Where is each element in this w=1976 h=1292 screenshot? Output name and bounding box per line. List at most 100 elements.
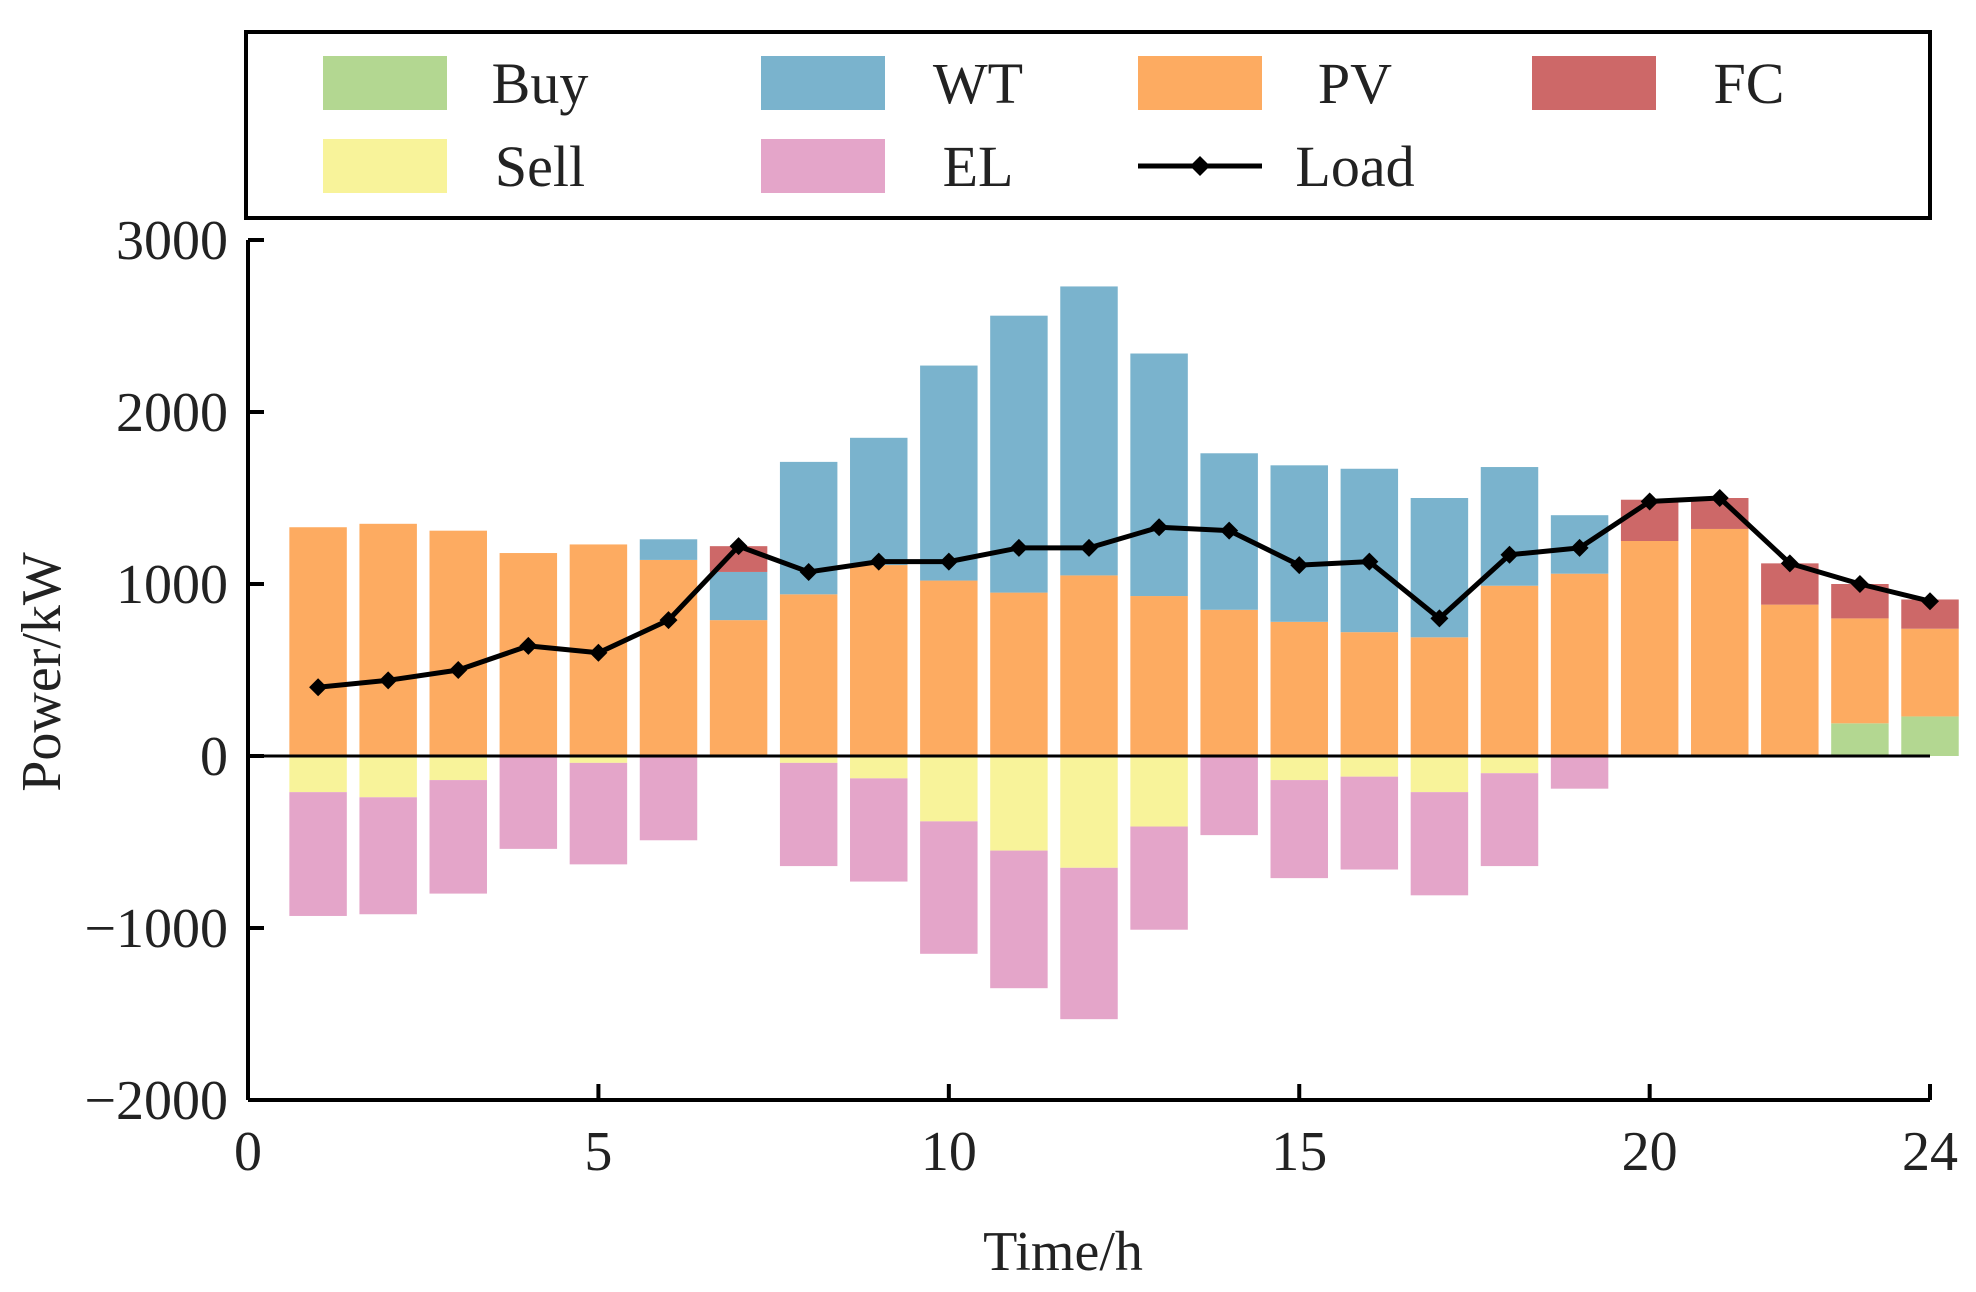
bar-sell-5: [569, 756, 628, 763]
bar-pv-13: [1130, 596, 1188, 756]
load-point-3: [449, 661, 468, 679]
bar-sell-9: [850, 756, 908, 779]
load-line-layer: [309, 489, 1939, 697]
bar-wt-13: [1130, 353, 1188, 597]
legend-marker-load: [1190, 156, 1210, 176]
legend-label-fc: FC: [1714, 51, 1785, 116]
bar-el-13: [1130, 826, 1188, 930]
bar-buy-24: [1901, 716, 1959, 756]
y-tick-label--2000: −2000: [84, 1070, 228, 1132]
bars-layer: [289, 286, 1959, 1020]
y-tick-label-3000: 3000: [116, 210, 228, 272]
load-point-17: [1430, 609, 1449, 628]
bar-el-6: [639, 756, 698, 841]
load-point-19: [1570, 538, 1589, 557]
bar-buy-23: [1831, 723, 1889, 756]
bar-el-1: [289, 792, 347, 916]
bar-wt-6: [639, 539, 698, 560]
load-point-12: [1080, 538, 1098, 557]
bar-el-16: [1340, 776, 1399, 870]
bar-pv-10: [920, 580, 978, 756]
bar-pv-15: [1270, 621, 1328, 756]
bar-wt-15: [1270, 465, 1328, 622]
bar-el-10: [920, 821, 978, 954]
load-line: [317, 495, 1931, 690]
bar-pv-2: [359, 523, 417, 756]
bar-sell-8: [779, 756, 838, 763]
legend-swatch-pv: [1138, 56, 1262, 110]
load-point-24: [1921, 592, 1939, 611]
load-point-21: [1710, 489, 1729, 507]
bar-pv-14: [1200, 609, 1258, 756]
legend-swatch-wt: [761, 56, 885, 110]
bar-el-3: [429, 780, 487, 894]
bar-sell-11: [990, 756, 1048, 851]
bar-pv-23: [1831, 618, 1889, 724]
bar-el-19: [1550, 756, 1609, 789]
bar-sell-1: [289, 756, 347, 793]
load-point-8: [799, 562, 818, 581]
load-point-20: [1640, 492, 1659, 511]
bar-sell-3: [429, 756, 487, 781]
x-axis-label: Time/h: [983, 1221, 1143, 1283]
bar-pv-21: [1691, 528, 1749, 756]
bar-sell-10: [920, 756, 978, 822]
bar-el-9: [850, 778, 908, 882]
y-tick-label-2000: 2000: [116, 382, 228, 444]
bar-sell-2: [359, 756, 417, 798]
load-point-9: [869, 552, 888, 571]
bar-el-12: [1060, 867, 1118, 1020]
y-tick-label-1000: 1000: [116, 554, 228, 616]
bar-wt-10: [920, 365, 978, 581]
legend-label-sell: Sell: [495, 134, 585, 199]
load-point-13: [1150, 518, 1169, 537]
bar-el-18: [1480, 773, 1539, 867]
y-axis-label: Power/kW: [11, 552, 73, 792]
bar-sell-17: [1410, 756, 1469, 793]
bar-wt-7: [709, 571, 768, 621]
bar-pv-6: [639, 559, 698, 756]
bar-pv-7: [709, 620, 768, 756]
x-tick-label-5: 5: [584, 1121, 612, 1183]
bar-pv-1: [289, 527, 347, 756]
load-point-4: [519, 636, 538, 655]
bar-wt-18: [1480, 467, 1539, 586]
legend-label-buy: Buy: [492, 51, 589, 116]
bar-sell-15: [1270, 756, 1328, 781]
legend-label-el: EL: [943, 134, 1014, 199]
y-tick-label-0: 0: [200, 726, 228, 788]
bar-el-15: [1270, 780, 1328, 879]
bar-el-2: [359, 797, 417, 915]
load-point-22: [1780, 554, 1799, 573]
x-tick-label-15: 15: [1271, 1121, 1327, 1183]
load-point-1: [309, 678, 328, 697]
axes: −2000 −1000 0 1000 2000 3000 0 5 10 15 20 24: [84, 210, 1958, 1183]
y-tick-label--1000: −1000: [84, 898, 228, 960]
bar-el-17: [1410, 792, 1469, 896]
bar-pv-11: [990, 592, 1048, 756]
load-point-16: [1360, 552, 1379, 571]
bar-sell-13: [1130, 756, 1188, 827]
bar-pv-9: [850, 565, 908, 756]
x-tick-label-24: 24: [1902, 1121, 1958, 1183]
bar-pv-16: [1340, 632, 1399, 756]
bar-pv-19: [1550, 573, 1609, 756]
legend-swatch-buy: [323, 56, 447, 110]
legend-swatch-fc: [1532, 56, 1656, 110]
bar-sell-18: [1480, 756, 1539, 774]
bar-pv-24: [1901, 628, 1959, 717]
x-tick-label-10: 10: [921, 1121, 977, 1183]
bar-pv-20: [1620, 541, 1679, 756]
bar-pv-8: [779, 594, 838, 756]
bar-pv-22: [1761, 604, 1819, 756]
bar-wt-12: [1060, 286, 1118, 576]
bar-pv-17: [1410, 637, 1469, 756]
bar-el-4: [499, 756, 558, 849]
load-point-14: [1220, 521, 1239, 540]
bar-pv-12: [1060, 575, 1118, 756]
load-point-15: [1290, 556, 1309, 575]
bar-el-11: [990, 850, 1048, 989]
load-point-11: [1009, 538, 1028, 557]
legend-label-load: Load: [1295, 134, 1414, 199]
bar-el-5: [569, 762, 628, 865]
